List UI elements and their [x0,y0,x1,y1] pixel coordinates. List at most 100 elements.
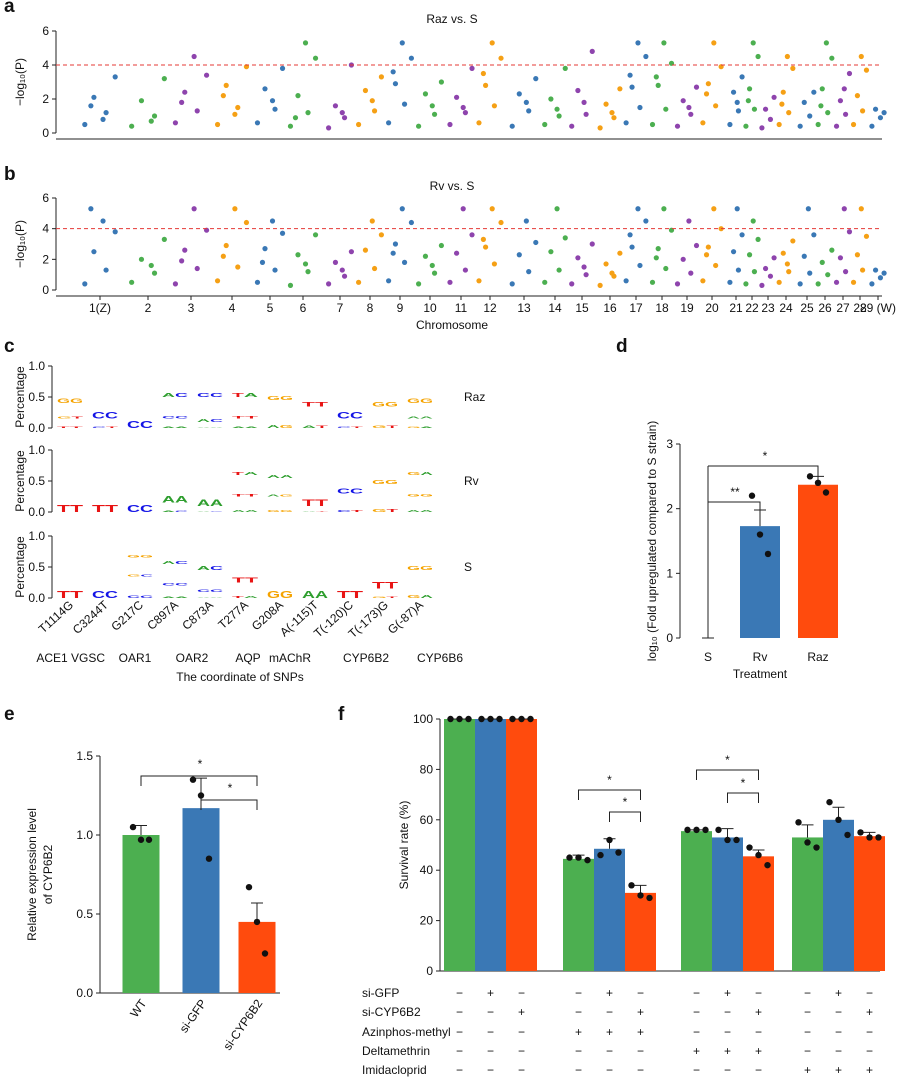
snp-point [854,252,861,258]
logo-letter: A [232,426,251,428]
snp-point [326,125,332,131]
y-tick-label: 0.0 [28,421,45,435]
snp-point [88,103,94,109]
treatment-mark: + [575,1025,582,1039]
data-point [447,715,454,723]
data-point [748,492,756,499]
logo-letter: G [267,510,281,513]
logo-letter: A [420,510,435,513]
snp-point [399,206,405,212]
snp-point [734,99,740,105]
gene-label: OAR2 [176,651,209,665]
snp-point [292,115,299,121]
logo-letter: T [245,415,259,420]
data-point [575,854,582,861]
snp-point [700,120,706,126]
snp-point [629,244,635,250]
snp-point [743,123,749,129]
y-axis-label: Survival rate (%) [397,801,411,890]
snp-point [214,121,221,128]
data-point [693,826,700,834]
snp-point [846,70,853,77]
treatment-mark: + [835,1063,842,1077]
row-label: Raz [464,390,485,404]
snp-point [480,236,486,242]
y-tick-label: 2 [666,502,673,516]
treatment-mark: + [724,1044,731,1058]
data-point [527,715,534,723]
x-tick-label: 4 [229,301,236,315]
bar [712,837,743,971]
snp-point [438,242,444,249]
snp-point [784,261,790,267]
logo-letter: G [280,424,294,429]
snp-point [386,120,392,126]
snp-point [295,252,301,258]
snp-label: T277A [215,598,251,632]
x-axis-label: Treatment [733,667,788,681]
snp-point [279,230,286,236]
snp-point [730,89,737,95]
snp-point [348,249,354,255]
logo-letter: A [197,511,218,513]
snp-point [589,48,595,55]
x-tick-label: 7 [337,301,344,315]
treatment-mark: − [835,1005,842,1019]
x-tick-label: 15 [575,301,589,315]
snp-point [597,282,603,288]
snp-point [686,104,692,111]
row-label: S [464,560,472,574]
snp-point [767,273,774,279]
snp-point [100,218,106,224]
logo-letter: A [162,596,179,599]
logo-letter: A [420,594,434,599]
logo-letter: G [407,493,424,498]
treatment-mark: − [755,1063,762,1077]
logo-letter: G [280,588,293,600]
snp-point [727,279,733,285]
logo-letter: T [316,511,338,512]
snp-point [575,87,581,94]
data-point [245,883,253,891]
snp-point [438,79,444,85]
snp-point [623,120,629,126]
logo-letter: T [245,577,260,585]
treatment-mark: − [866,986,873,1000]
logo-letter: A [197,565,210,572]
bar [506,719,537,971]
logo-letter: G [385,479,401,486]
snp-point [469,65,475,71]
y-tick-label: 100 [413,712,433,726]
snp-point [751,106,758,112]
logo-letter: A [302,588,316,600]
snp-point [790,238,796,244]
treatment-mark: − [487,1005,494,1019]
snp-point [362,247,369,253]
snp-point [629,84,635,90]
error-bar [801,824,814,838]
data-point [637,892,644,899]
snp-point [829,55,835,61]
data-point [646,894,653,902]
snp-point [100,116,106,122]
snp-point [220,253,226,259]
snp-point [841,86,847,92]
treatment-mark: + [637,1025,644,1039]
snp-point [272,106,278,112]
logo-letter: C [175,392,189,398]
logo-letter: T [385,582,398,592]
treatment-mark: − [606,1063,613,1077]
snp-point [680,98,686,104]
x-tick-label: Rv [753,650,768,664]
snp-point [609,270,615,276]
snp-point [556,267,562,273]
snp-point [161,76,167,82]
significance: * [741,776,746,790]
